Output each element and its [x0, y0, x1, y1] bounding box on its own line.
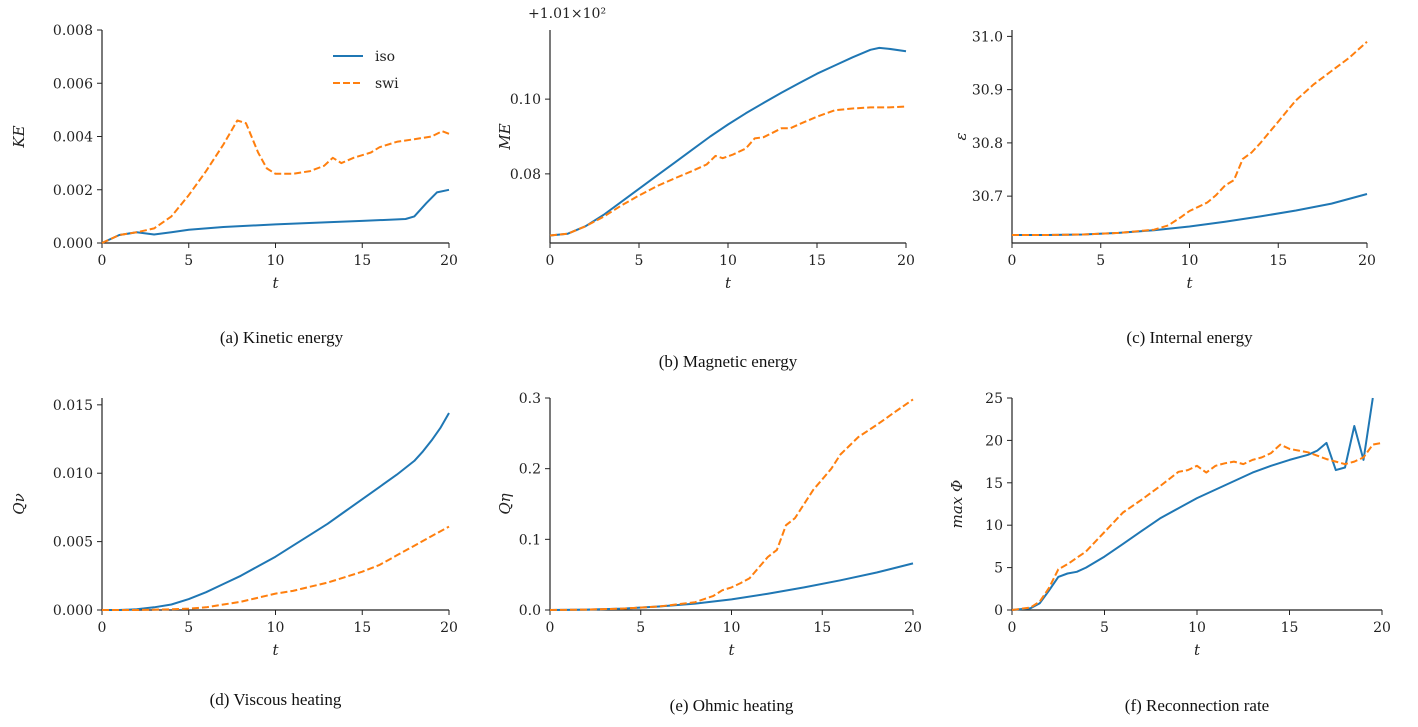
x-tick-label: 20 — [1373, 620, 1391, 636]
y-tick-label: 15 — [985, 476, 1003, 492]
panel-d: 0 5 10 15 20 0.000 0.005 0.010 0.015 t Qν (d) Visco… — [10, 398, 458, 709]
x-tick-label: 15 — [808, 253, 826, 269]
y-axis-label: Qη — [496, 493, 514, 514]
x-axis-label: t — [272, 274, 279, 292]
x-tick-label: 10 — [1181, 253, 1199, 269]
y-tick-label: 0.002 — [53, 183, 93, 199]
series-line-swi — [549, 398, 914, 611]
y-tick-label: 31.0 — [972, 29, 1003, 45]
x-tick-label: 0 — [546, 253, 555, 269]
x-tick-label: 10 — [723, 620, 741, 636]
x-tick-label: 0 — [98, 620, 107, 636]
x-axis-label: t — [728, 641, 735, 659]
axis-offset-text: +1.01×10² — [528, 6, 606, 22]
x-tick-label: 0 — [98, 253, 107, 269]
x-tick-label: 15 — [353, 253, 371, 269]
series-line-iso — [101, 188, 450, 244]
y-tick-label: 5 — [994, 561, 1003, 577]
y-tick-label: 0.2 — [519, 462, 541, 478]
x-tick-label: 5 — [1100, 620, 1109, 636]
x-tick-label: 5 — [635, 253, 644, 269]
panel-c: 0 5 10 15 20 30.7 30.8 30.9 31.0 t ε (c) Internal e… — [952, 29, 1376, 347]
y-tick-label: 0.010 — [53, 466, 93, 482]
series-line-swi — [101, 119, 450, 244]
x-axis-label: t — [725, 274, 732, 292]
series-line-swi — [1011, 441, 1383, 611]
y-tick-label: 30.9 — [972, 83, 1003, 99]
y-tick-label: 30.7 — [972, 189, 1003, 205]
y-tick-label: 10 — [985, 518, 1003, 534]
x-tick-label: 0 — [1008, 620, 1017, 636]
x-tick-label: 5 — [636, 620, 645, 636]
x-tick-label: 10 — [719, 253, 737, 269]
x-axis-label: t — [272, 641, 279, 659]
x-tick-label: 20 — [897, 253, 915, 269]
y-tick-label: 0.005 — [53, 535, 93, 551]
y-axis-label: ε — [952, 132, 970, 140]
series-line-swi — [549, 105, 907, 237]
y-tick-label: 0.008 — [53, 23, 93, 39]
series-line-iso — [1012, 193, 1368, 236]
x-tick-label: 15 — [353, 620, 371, 636]
y-tick-label: 0.006 — [53, 76, 93, 92]
x-tick-label: 15 — [813, 620, 831, 636]
y-tick-label: 0.3 — [519, 391, 541, 407]
x-tick-label: 5 — [184, 620, 193, 636]
x-tick-label: 20 — [440, 253, 458, 269]
x-tick-label: 20 — [904, 620, 922, 636]
x-tick-label: 10 — [267, 253, 285, 269]
x-tick-label: 0 — [546, 620, 555, 636]
panel-caption: (c) Internal energy — [1126, 328, 1253, 347]
legend-label-swi: swi — [375, 76, 399, 92]
panel-f: 0 5 10 15 20 0 5 10 15 20 25 t max Φ (f) Reconnection… — [948, 391, 1391, 715]
y-tick-label: 0.000 — [53, 236, 93, 252]
panel-a: 0 5 10 15 20 0.000 0.002 0.004 0.006 0.008 t KE (a) … — [10, 23, 458, 347]
y-axis-label: ME — [496, 123, 514, 150]
panel-e: 0 5 10 15 20 0.0 0.1 0.2 0.3 t Qη (e) Ohmic heating — [496, 391, 922, 715]
y-tick-label: 0 — [994, 603, 1003, 619]
x-tick-label: 0 — [1008, 253, 1017, 269]
x-axis-label: t — [1186, 274, 1193, 292]
y-axis-label: max Φ — [948, 480, 966, 529]
legend: iso swi — [333, 49, 399, 92]
y-tick-label: 0.0 — [519, 603, 541, 619]
y-tick-label: 25 — [985, 391, 1003, 407]
y-tick-label: 20 — [985, 433, 1003, 449]
x-tick-label: 15 — [1269, 253, 1287, 269]
series-line-swi — [102, 525, 450, 611]
panel-caption: (a) Kinetic energy — [220, 328, 344, 347]
x-tick-label: 5 — [184, 253, 193, 269]
y-tick-label: 0.004 — [53, 130, 93, 146]
series-line-iso — [1011, 397, 1374, 611]
x-tick-label: 20 — [1358, 253, 1376, 269]
x-tick-label: 10 — [267, 620, 285, 636]
panel-caption: (e) Ohmic heating — [670, 696, 794, 715]
series-line-swi — [1012, 40, 1368, 236]
series-line-iso — [102, 412, 450, 611]
panel-caption: (d) Viscous heating — [210, 690, 342, 709]
legend-label-iso: iso — [375, 49, 395, 65]
panel-caption: (f) Reconnection rate — [1125, 696, 1269, 715]
panel-caption: (b) Magnetic energy — [659, 352, 798, 371]
y-tick-label: 0.000 — [53, 603, 93, 619]
series-line-iso — [549, 46, 907, 237]
y-tick-label: 0.1 — [519, 532, 541, 548]
y-tick-label: 0.08 — [510, 167, 541, 183]
x-tick-label: 10 — [1188, 620, 1206, 636]
y-axis-label: KE — [10, 125, 28, 148]
panel-b: 0 5 10 15 20 0.08 0.10 t ME +1.01×10² (b) Magnetic… — [496, 6, 915, 371]
y-tick-label: 0.10 — [510, 92, 541, 108]
x-tick-label: 15 — [1281, 620, 1299, 636]
x-tick-label: 5 — [1096, 253, 1105, 269]
y-axis-label: Qν — [10, 493, 28, 514]
x-axis-label: t — [1194, 641, 1201, 659]
y-tick-label: 0.015 — [53, 398, 93, 414]
y-tick-label: 30.8 — [972, 136, 1003, 152]
x-tick-label: 20 — [440, 620, 458, 636]
